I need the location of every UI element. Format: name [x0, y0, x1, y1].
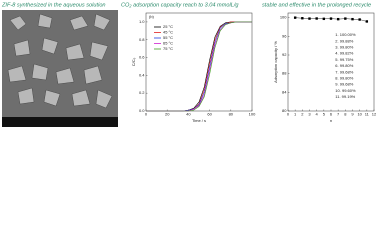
marker	[329, 17, 333, 20]
series-line	[146, 21, 252, 112]
value-label: 2. 99.88%	[335, 38, 353, 43]
page: ZIF-8 synthesized in the aqueous solutio…	[1, 2, 377, 127]
marker	[293, 16, 297, 19]
y-tick-label: 0.2	[139, 90, 145, 95]
y-tick-label: 1.0	[139, 19, 145, 24]
plot-frame	[287, 12, 375, 112]
legend-label: 45 °C	[163, 30, 173, 35]
value-label: 7. 99.68%	[335, 69, 353, 74]
breakthrough-chart: 0.0 0.2 0.4 0.6 0.8 1.0 0 20 40 60 80 100 Time / s C/…	[131, 12, 256, 123]
y-tick-label: 0.0	[139, 108, 145, 113]
x-tick-label: 1	[294, 112, 297, 117]
x-tick-label: 40	[186, 112, 191, 117]
series-line	[146, 21, 252, 112]
marker	[308, 17, 311, 20]
y-tick-label: 92	[282, 52, 287, 57]
x-axis-label: Time / s	[192, 118, 206, 123]
x-tick-label: 20	[165, 112, 170, 117]
x-tick-label: 0	[145, 112, 148, 117]
caption: ZIF-8 synthesized in the aqueous solutio…	[1, 2, 106, 8]
y-tick-label: 0.4	[139, 72, 145, 77]
y-axis-label: Adsorption capacity / %	[273, 41, 278, 83]
y-tick-label: 80	[282, 108, 287, 113]
x-tick-label: 5	[323, 112, 326, 117]
marker	[365, 20, 369, 23]
x-tick-label: 4	[316, 112, 319, 117]
series-line	[146, 21, 252, 112]
x-tick-label: 80	[229, 112, 234, 117]
y-axis-label: C/C₀	[131, 57, 136, 66]
y-tick-label: 0.8	[139, 37, 145, 42]
y-tick-label: 100	[280, 15, 287, 20]
value-label: 6. 99.80%	[335, 63, 353, 68]
x-axis-label: n	[330, 118, 332, 123]
legend-label: 25 °C	[163, 24, 173, 29]
caption: stable and effective in the prolonged re…	[262, 2, 371, 8]
value-label: 1. 100.00%	[335, 32, 356, 37]
legend-label: 55 °C	[163, 35, 173, 40]
series-line	[146, 21, 252, 112]
x-tick-label: 11	[365, 112, 370, 117]
panel-label: (b)	[149, 14, 155, 19]
x-tick-label: 7	[337, 112, 340, 117]
value-label: 3. 99.80%	[335, 44, 353, 49]
series-line	[146, 21, 252, 112]
x-tick-label: 3	[308, 112, 311, 117]
marker	[301, 17, 304, 20]
value-label: 8. 99.80%	[335, 75, 353, 80]
x-tick-label: 6	[330, 112, 333, 117]
marker	[358, 18, 361, 21]
x-tick-label: 100	[249, 112, 256, 117]
x-tick-label: 2	[301, 112, 304, 117]
sem-image	[2, 10, 118, 127]
value-label: 11. 99.19%	[335, 94, 355, 99]
marker	[315, 17, 318, 20]
x-tick-label: 9	[351, 112, 354, 117]
x-tick-label: 10	[357, 112, 362, 117]
value-label: 5. 99.75%	[335, 57, 353, 62]
marker	[322, 17, 326, 21]
x-tick-label: 12	[372, 112, 377, 117]
x-tick-label: 8	[344, 112, 347, 117]
legend-label: 75 °C	[163, 46, 173, 51]
value-label: 4. 99.82%	[335, 51, 353, 56]
value-label: 9. 99.68%	[335, 82, 353, 87]
y-tick-label: 0.6	[139, 55, 145, 60]
x-tick-label: 60	[207, 112, 212, 117]
y-tick-label: 84	[282, 89, 287, 94]
value-label: 10. 99.60%	[335, 88, 356, 93]
x-tick-label: 0	[287, 112, 290, 117]
y-tick-label: 88	[282, 71, 287, 76]
y-tick-label: 96	[282, 33, 287, 38]
marker	[351, 17, 354, 21]
legend-label: 65 °C	[163, 41, 173, 46]
caption: CO₂ adsorption capacity reach to 3.04 mm…	[121, 2, 239, 8]
marker	[336, 17, 340, 21]
marker	[344, 17, 347, 20]
plot-frame	[145, 12, 253, 112]
